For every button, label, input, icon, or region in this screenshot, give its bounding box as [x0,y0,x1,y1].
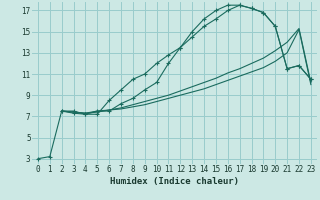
X-axis label: Humidex (Indice chaleur): Humidex (Indice chaleur) [110,177,239,186]
